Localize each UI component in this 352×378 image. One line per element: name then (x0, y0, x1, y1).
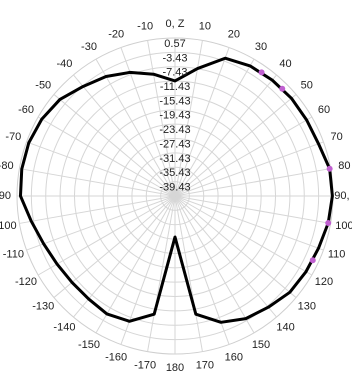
radial-tick-label: -35.43 (159, 167, 190, 179)
angle-tick-label: -70 (5, 131, 21, 143)
angle-tick-label: 150 (252, 339, 270, 351)
angle-tick-label: -40 (56, 58, 72, 70)
series-line (18, 56, 334, 324)
highlight-markers (258, 69, 333, 264)
grid-spoke (174, 141, 324, 197)
angle-tick-label: 50 (301, 79, 313, 91)
grid-spoke (174, 47, 230, 197)
grid-spoke (174, 40, 203, 197)
radial-tick-label: 0.57 (164, 38, 185, 50)
radial-tick-label: -3.43 (162, 52, 187, 64)
highlight-marker (325, 220, 332, 227)
grid-spoke (174, 116, 313, 197)
angle-tick-label: 160 (225, 352, 243, 364)
grid-spoke (95, 195, 176, 334)
angle-tick-label: 120 (315, 276, 333, 288)
grid-spoke (174, 195, 331, 224)
grid-spoke (37, 195, 176, 276)
series-trace (18, 56, 334, 324)
grid-spoke (73, 195, 176, 318)
radial-tick-label: -23.43 (159, 124, 190, 136)
angle-tick-label: 60 (318, 104, 330, 116)
angle-tick-label: 170 (196, 359, 214, 371)
grid-spoke (174, 195, 297, 298)
grid-spoke (174, 195, 230, 345)
radial-tick-label: -11.43 (160, 81, 190, 93)
angle-tick-label: -30 (81, 41, 97, 53)
grid-spoke (174, 195, 203, 352)
radial-tick-label: -31.43 (159, 153, 190, 165)
angle-tick-label: 110 (328, 249, 346, 261)
grid-spoke (37, 116, 176, 197)
grid-spoke (174, 168, 331, 197)
angle-tick-label: 10 (199, 21, 211, 33)
angle-tick-label: -130 (32, 300, 54, 312)
angle-tick-label: 130 (298, 300, 316, 312)
angle-tick-label: -50 (35, 79, 51, 91)
angle-tick-label: -20 (108, 28, 124, 40)
angle-tick-label: 20 (228, 28, 240, 40)
radial-tick-label: -27.43 (159, 138, 190, 150)
grid-spoke (174, 94, 297, 197)
radial-tick-label: -19.43 (159, 110, 190, 122)
angle-tick-label: -170 (134, 359, 156, 371)
grid-spoke (174, 195, 313, 276)
grid-spoke (95, 58, 176, 197)
grid-spoke (26, 141, 176, 197)
grid-spoke (174, 195, 255, 334)
grid-spoke (174, 74, 277, 197)
radial-tick-labels: 0.57 -3.43 -7.43 -11.43 -15.43 -19.43 -23.43 -2… (159, 38, 190, 194)
angle-tick-label: -100 (0, 220, 17, 232)
angle-tick-label: 140 (276, 322, 294, 334)
highlight-marker (309, 257, 316, 264)
grid-spoke (73, 74, 176, 197)
angle-tick-label: 100 (335, 220, 352, 232)
angle-tick-labels: 0, Z 10 20 30 40 50 60 70 80 90, Y 100 110 120 130 140… (0, 18, 352, 374)
highlight-marker (326, 165, 333, 172)
angle-tick-label: -140 (53, 322, 75, 334)
angle-tick-label: 90, Y (334, 190, 352, 202)
angle-tick-label: -90 (0, 190, 11, 202)
angle-tick-label: 80 (338, 160, 350, 172)
grid-spoke (19, 168, 176, 197)
grid-spoke (174, 195, 277, 318)
angle-tick-label: -150 (78, 339, 100, 351)
radial-tick-label: -39.43 (159, 182, 190, 194)
grid-spoke (53, 94, 176, 197)
radial-tick-label: -7.43 (162, 67, 187, 79)
angle-tick-label: 30 (255, 41, 267, 53)
grid-spoke (19, 195, 176, 224)
angle-tick-label: -120 (15, 276, 37, 288)
angle-tick-label: -10 (137, 21, 153, 33)
angle-tick-label: -60 (18, 104, 34, 116)
grid-spoke (174, 58, 255, 197)
highlight-marker (258, 69, 265, 76)
angle-tick-label: -80 (0, 160, 14, 172)
grid-spoke (147, 40, 176, 197)
grid-spoke (174, 195, 324, 251)
highlight-marker (279, 85, 286, 92)
angle-tick-label: 0, Z (166, 18, 185, 30)
angle-tick-label: -160 (105, 352, 127, 364)
radial-tick-label: -15.43 (159, 95, 190, 107)
grid-spoke (147, 195, 176, 352)
grid-spoke (53, 195, 176, 298)
angle-tick-label: -110 (3, 249, 24, 261)
angle-tick-label: 180 (166, 362, 184, 374)
angle-tick-label: 70 (331, 131, 343, 143)
grid-spoke (26, 195, 176, 251)
angle-tick-label: 40 (279, 58, 291, 70)
